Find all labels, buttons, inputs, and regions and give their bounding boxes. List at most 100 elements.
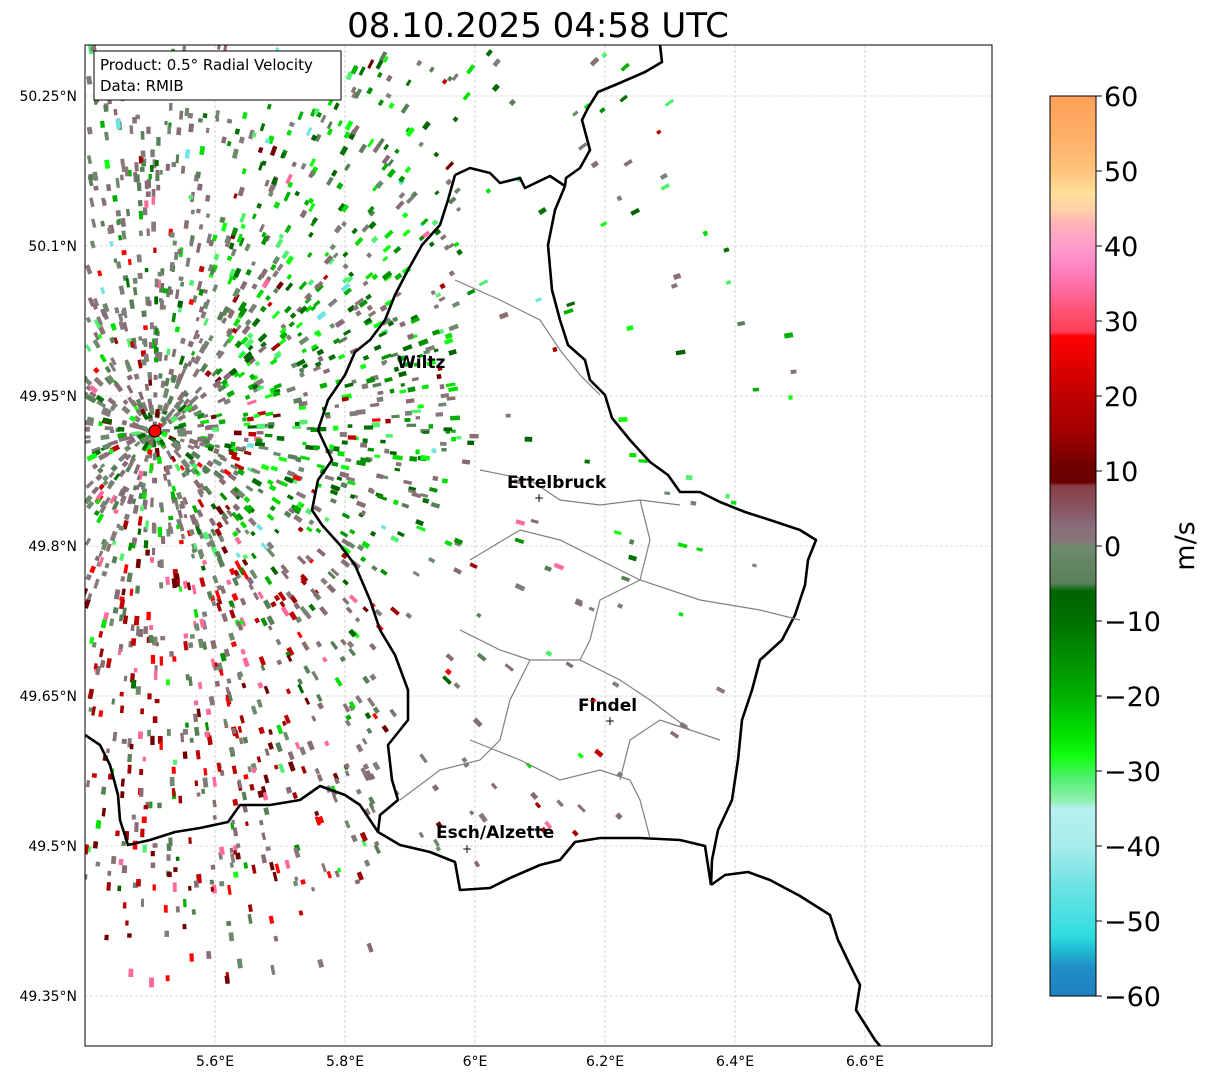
- radar-echo: [302, 441, 307, 446]
- radar-echo: [85, 494, 93, 505]
- radar-echo: [310, 305, 317, 312]
- radar-echo: [476, 612, 482, 618]
- radar-echo: [154, 351, 160, 359]
- radar-echo: [384, 376, 393, 383]
- radar-echo: [95, 394, 105, 403]
- radar-echo: [333, 102, 340, 111]
- radar-echo: [362, 763, 370, 770]
- radar-echo: [171, 766, 176, 774]
- radar-echo: [193, 543, 198, 550]
- radar-echo: [130, 679, 137, 689]
- radar-echo: [417, 404, 424, 409]
- radar-echo: [340, 638, 347, 646]
- radar-echo: [142, 207, 148, 216]
- radar-echo: [141, 492, 147, 500]
- radar-echo: [156, 184, 161, 191]
- radar-echo: [453, 567, 463, 575]
- radar-echo: [288, 507, 296, 514]
- radar-echo: [248, 431, 257, 437]
- radar-echo: [630, 207, 641, 216]
- radar-echo: [153, 374, 158, 380]
- radar-echo: [105, 657, 112, 669]
- radar-echo: [448, 196, 457, 205]
- radar-echo: [224, 235, 231, 244]
- radar-echo: [210, 886, 215, 892]
- radar-echo: [183, 513, 188, 519]
- radar-echo: [513, 479, 522, 485]
- radar-echo: [231, 765, 238, 775]
- radar-echo: [90, 46, 94, 52]
- radar-echo: [178, 586, 183, 592]
- radar-echo: [256, 385, 265, 392]
- radar-echo: [431, 448, 437, 454]
- radar-echo: [267, 625, 273, 631]
- radar-echo: [106, 374, 115, 384]
- radar-echo: [333, 777, 340, 785]
- radar-echo: [575, 598, 584, 604]
- radar-echo: [180, 732, 185, 743]
- radar-echo: [199, 362, 209, 373]
- radar-echo: [394, 148, 400, 155]
- radar-echo: [265, 411, 274, 417]
- radar-echo: [173, 424, 184, 430]
- radar-echo: [134, 822, 139, 832]
- radar-echo: [129, 743, 134, 750]
- radar-echo: [238, 737, 244, 745]
- radar-echo: [121, 230, 127, 240]
- radar-echo: [243, 437, 249, 443]
- radar-echo: [188, 837, 192, 844]
- radar-echo: [276, 724, 284, 735]
- radar-echo: [344, 163, 351, 172]
- radar-echo: [443, 244, 451, 251]
- radar-echo: [405, 194, 416, 205]
- border-lux-belgium: [310, 174, 713, 892]
- latitude-ticks: 50.25°N50.1°N49.95°N49.8°N49.65°N49.5°N4…: [19, 89, 77, 1005]
- radar-echo: [389, 708, 398, 718]
- radar-echo: [396, 355, 406, 363]
- colorbar-tick-label: 50: [1104, 157, 1138, 188]
- radar-echo: [428, 557, 436, 564]
- radar-echo: [123, 513, 130, 521]
- radar-echo: [104, 159, 111, 170]
- radar-echo: [99, 463, 106, 469]
- radar-echo: [227, 884, 232, 895]
- radar-echo: [98, 421, 103, 427]
- radar-echo: [169, 650, 174, 657]
- radar-echo: [122, 615, 129, 625]
- radar-echo: [150, 735, 155, 746]
- radar-echo: [164, 377, 170, 387]
- radar-echo: [196, 792, 201, 797]
- radar-echo: [136, 182, 142, 192]
- radar-echo: [131, 537, 138, 545]
- radar-echo: [348, 594, 359, 604]
- map-area[interactable]: Wiltz Ettelbruck + Findel + Esch/Alzette…: [81, 41, 992, 1046]
- radar-echo: [170, 491, 176, 500]
- radar-echo: [199, 618, 206, 628]
- radar-echo: [207, 334, 214, 342]
- radar-echo: [345, 457, 352, 463]
- radar-echo: [239, 212, 247, 223]
- radar-echo: [154, 338, 159, 344]
- radar-echo: [192, 713, 199, 723]
- radar-echo: [101, 807, 107, 817]
- radar-echo: [140, 828, 145, 838]
- radar-echo: [154, 328, 159, 335]
- radar-echo: [193, 444, 201, 450]
- radar-echo: [381, 360, 387, 366]
- radar-echo: [188, 123, 195, 133]
- radar-echo: [623, 159, 633, 167]
- radar-echo: [279, 480, 289, 488]
- radar-echo: [589, 697, 597, 704]
- radar-echo: [400, 103, 410, 114]
- radar-echo: [237, 301, 248, 313]
- radar-echo: [300, 162, 307, 170]
- radar-echo: [224, 975, 230, 985]
- radar-echo: [210, 528, 217, 537]
- radar-echo: [171, 788, 176, 797]
- radar-echo: [123, 564, 129, 574]
- radar-echo: [216, 383, 222, 389]
- radar-echo: [243, 773, 249, 780]
- radar-echo: [223, 718, 229, 728]
- radar-echo: [588, 606, 595, 612]
